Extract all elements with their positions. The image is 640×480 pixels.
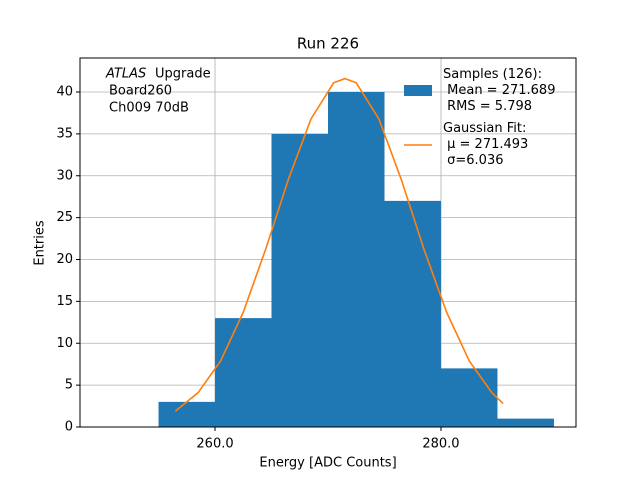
fit-line	[174, 77, 504, 412]
histogram-bar	[328, 92, 385, 428]
y-tick-label: 0	[65, 420, 73, 435]
y-tick-label: 10	[56, 336, 73, 351]
legend-swatch	[404, 85, 432, 96]
plot-area	[158, 77, 554, 428]
x-tick-label: 280.0	[422, 437, 459, 452]
legend-label: Gaussian Fit: μ = 271.493 σ=6.036	[443, 121, 529, 168]
histogram-bar	[384, 200, 441, 427]
annotation: Upgrade	[155, 67, 211, 82]
histogram-bar	[497, 418, 554, 427]
y-tick-label: 5	[65, 378, 73, 393]
y-tick-label: 15	[56, 294, 73, 309]
y-tick-label: 35	[56, 126, 73, 141]
y-tick-label: 40	[56, 85, 73, 100]
histogram-bar	[440, 368, 498, 427]
histogram-bar	[215, 318, 272, 427]
annotation: ATLAS	[105, 67, 146, 82]
y-tick-label: 20	[56, 252, 73, 267]
legend-label: Samples (126): Mean = 271.689 RMS = 5.79…	[443, 67, 556, 114]
annotation: Ch009 70dB	[109, 101, 189, 116]
chart-title: Run 226	[297, 35, 359, 53]
x-tick-label: 260.0	[196, 437, 233, 452]
y-tick-label: 30	[56, 168, 73, 183]
y-tick-label: 25	[56, 210, 73, 225]
histogram-bar	[158, 401, 216, 427]
axes-frame	[79, 57, 577, 428]
annotation: Board260	[109, 84, 172, 99]
x-axis-label: Energy [ADC Counts]	[259, 456, 396, 471]
histogram-bar	[271, 133, 328, 427]
y-axis-label: Entries	[33, 220, 48, 266]
